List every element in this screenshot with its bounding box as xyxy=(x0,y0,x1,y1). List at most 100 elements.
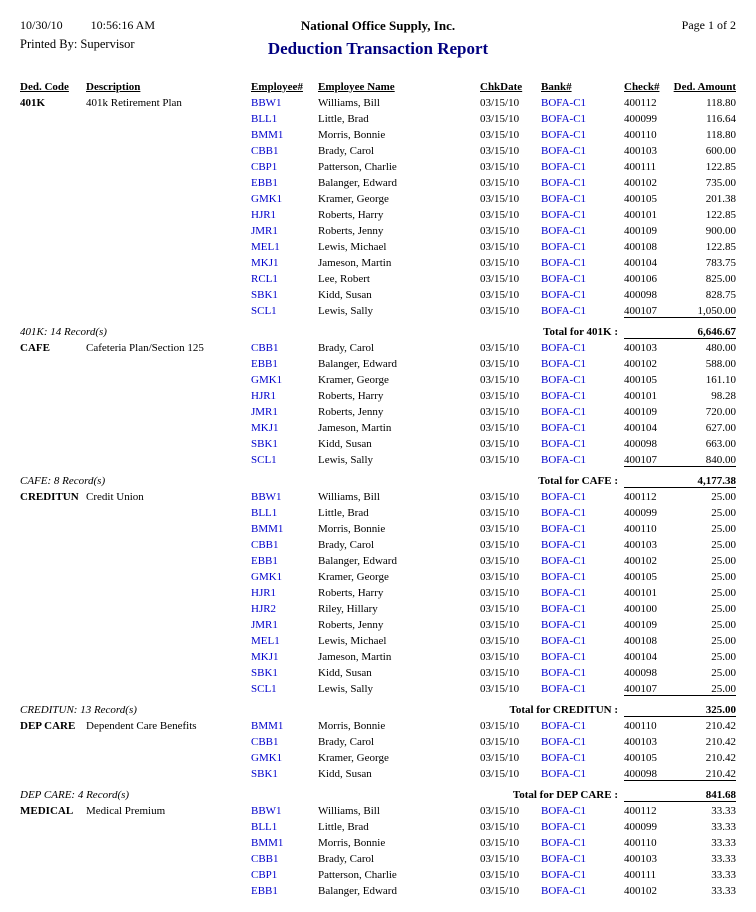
employee-number-link[interactable]: SBK1 xyxy=(251,438,278,450)
bank-number-link[interactable]: BOFA-C1 xyxy=(541,289,587,301)
bank-number-link[interactable]: BOFA-C1 xyxy=(541,736,587,748)
bank-number-link[interactable]: BOFA-C1 xyxy=(541,193,587,205)
employee-number-link[interactable]: SBK1 xyxy=(251,667,278,679)
employee-number-link[interactable]: CBB1 xyxy=(251,539,279,551)
deduction-amount: 840.00 xyxy=(705,453,736,466)
employee-number-link[interactable]: MKJ1 xyxy=(251,422,279,434)
bank-number-link[interactable]: BOFA-C1 xyxy=(541,491,587,503)
employee-number-link[interactable]: MEL1 xyxy=(251,241,280,253)
bank-number-link[interactable]: BOFA-C1 xyxy=(541,113,587,125)
bank-number-link[interactable]: BOFA-C1 xyxy=(541,635,587,647)
employee-number-link[interactable]: BBW1 xyxy=(251,805,282,817)
bank-number-link[interactable]: BOFA-C1 xyxy=(541,390,587,402)
bank-number-link[interactable]: BOFA-C1 xyxy=(541,225,587,237)
employee-number-link[interactable]: SCL1 xyxy=(251,683,277,695)
employee-number-link[interactable]: JMR1 xyxy=(251,619,278,631)
employee-number-link[interactable]: BMM1 xyxy=(251,523,284,535)
check-number: 400110 xyxy=(624,720,657,732)
bank-number-link[interactable]: BOFA-C1 xyxy=(541,507,587,519)
employee-number-link[interactable]: EBB1 xyxy=(251,177,278,189)
bank-number-link[interactable]: BOFA-C1 xyxy=(541,603,587,615)
employee-number-link[interactable]: BLL1 xyxy=(251,821,278,833)
bank-number-link[interactable]: BOFA-C1 xyxy=(541,438,587,450)
bank-number-link[interactable]: BOFA-C1 xyxy=(541,97,587,109)
employee-name: Brady, Carol xyxy=(318,736,375,748)
bank-number-link[interactable]: BOFA-C1 xyxy=(541,454,587,466)
employee-number-link[interactable]: RCL1 xyxy=(251,273,278,285)
bank-number-link[interactable]: BOFA-C1 xyxy=(541,257,587,269)
employee-number-link[interactable]: BMM1 xyxy=(251,720,284,732)
employee-number-link[interactable]: MEL1 xyxy=(251,635,280,647)
employee-number-link[interactable]: CBB1 xyxy=(251,853,279,865)
bank-number-link[interactable]: BOFA-C1 xyxy=(541,374,587,386)
employee-number-link[interactable]: SBK1 xyxy=(251,289,278,301)
bank-number-link[interactable]: BOFA-C1 xyxy=(541,273,587,285)
employee-number-link[interactable]: CBP1 xyxy=(251,869,278,881)
employee-number-link[interactable]: SCL1 xyxy=(251,305,277,317)
check-number: 400109 xyxy=(624,619,657,631)
employee-number-link[interactable]: BBW1 xyxy=(251,491,282,503)
bank-number-link[interactable]: BOFA-C1 xyxy=(541,651,587,663)
bank-number-link[interactable]: BOFA-C1 xyxy=(541,571,587,583)
employee-number-link[interactable]: MKJ1 xyxy=(251,651,279,663)
employee-number-link[interactable]: CBP1 xyxy=(251,161,278,173)
bank-number-link[interactable]: BOFA-C1 xyxy=(541,358,587,370)
bank-number-link[interactable]: BOFA-C1 xyxy=(541,853,587,865)
bank-number-link[interactable]: BOFA-C1 xyxy=(541,422,587,434)
bank-number-link[interactable]: BOFA-C1 xyxy=(541,885,587,897)
bank-number-link[interactable]: BOFA-C1 xyxy=(541,539,587,551)
bank-number-link[interactable]: BOFA-C1 xyxy=(541,587,587,599)
employee-number-link[interactable]: BBW1 xyxy=(251,97,282,109)
employee-number-link[interactable]: HJR2 xyxy=(251,603,277,615)
bank-number-link[interactable]: BOFA-C1 xyxy=(541,161,587,173)
employee-number-link[interactable]: BMM1 xyxy=(251,129,284,141)
employee-name: Patterson, Charlie xyxy=(318,161,397,173)
bank-number-link[interactable]: BOFA-C1 xyxy=(541,406,587,418)
employee-number-link[interactable]: EBB1 xyxy=(251,885,278,897)
bank-number-link[interactable]: BOFA-C1 xyxy=(541,145,587,157)
employee-number-link[interactable]: BLL1 xyxy=(251,113,278,125)
employee-number-link[interactable]: GMK1 xyxy=(251,374,283,386)
employee-number-link[interactable]: GMK1 xyxy=(251,571,283,583)
employee-number-link[interactable]: HJR1 xyxy=(251,209,277,221)
ded-code xyxy=(20,237,86,253)
bank-number-link[interactable]: BOFA-C1 xyxy=(541,837,587,849)
bank-number-link[interactable]: BOFA-C1 xyxy=(541,555,587,567)
bank-number-link[interactable]: BOFA-C1 xyxy=(541,869,587,881)
employee-number-link[interactable]: BMM1 xyxy=(251,837,284,849)
employee-number-link[interactable]: CBB1 xyxy=(251,736,279,748)
employee-number-link[interactable]: SBK1 xyxy=(251,768,278,780)
bank-number-link[interactable]: BOFA-C1 xyxy=(541,619,587,631)
bank-number-link[interactable]: BOFA-C1 xyxy=(541,752,587,764)
employee-name: Kidd, Susan xyxy=(318,438,372,450)
employee-number-link[interactable]: EBB1 xyxy=(251,358,278,370)
employee-number-link[interactable]: CBB1 xyxy=(251,342,279,354)
bank-number-link[interactable]: BOFA-C1 xyxy=(541,523,587,535)
bank-number-link[interactable]: BOFA-C1 xyxy=(541,342,587,354)
bank-number-link[interactable]: BOFA-C1 xyxy=(541,209,587,221)
employee-number-link[interactable]: EBB1 xyxy=(251,555,278,567)
bank-number-link[interactable]: BOFA-C1 xyxy=(541,241,587,253)
employee-number-link[interactable]: JMR1 xyxy=(251,406,278,418)
employee-number-link[interactable]: BLL1 xyxy=(251,507,278,519)
bank-number-link[interactable]: BOFA-C1 xyxy=(541,720,587,732)
bank-number-link[interactable]: BOFA-C1 xyxy=(541,805,587,817)
employee-name: Kidd, Susan xyxy=(318,667,372,679)
bank-number-link[interactable]: BOFA-C1 xyxy=(541,667,587,679)
bank-number-link[interactable]: BOFA-C1 xyxy=(541,305,587,317)
bank-number-link[interactable]: BOFA-C1 xyxy=(541,821,587,833)
bank-number-link[interactable]: BOFA-C1 xyxy=(541,177,587,189)
deduction-amount: 1,050.00 xyxy=(697,304,737,317)
employee-number-link[interactable]: GMK1 xyxy=(251,193,283,205)
employee-number-link[interactable]: GMK1 xyxy=(251,752,283,764)
bank-number-link[interactable]: BOFA-C1 xyxy=(541,768,587,780)
bank-number-link[interactable]: BOFA-C1 xyxy=(541,129,587,141)
employee-number-link[interactable]: MKJ1 xyxy=(251,257,279,269)
employee-number-link[interactable]: SCL1 xyxy=(251,454,277,466)
employee-number-link[interactable]: JMR1 xyxy=(251,225,278,237)
table-row: SBK1 Kidd, Susan 03/15/10 BOFA-C1 400098 828.… xyxy=(20,285,736,301)
bank-number-link[interactable]: BOFA-C1 xyxy=(541,683,587,695)
employee-number-link[interactable]: HJR1 xyxy=(251,587,277,599)
employee-number-link[interactable]: HJR1 xyxy=(251,390,277,402)
employee-number-link[interactable]: CBB1 xyxy=(251,145,279,157)
